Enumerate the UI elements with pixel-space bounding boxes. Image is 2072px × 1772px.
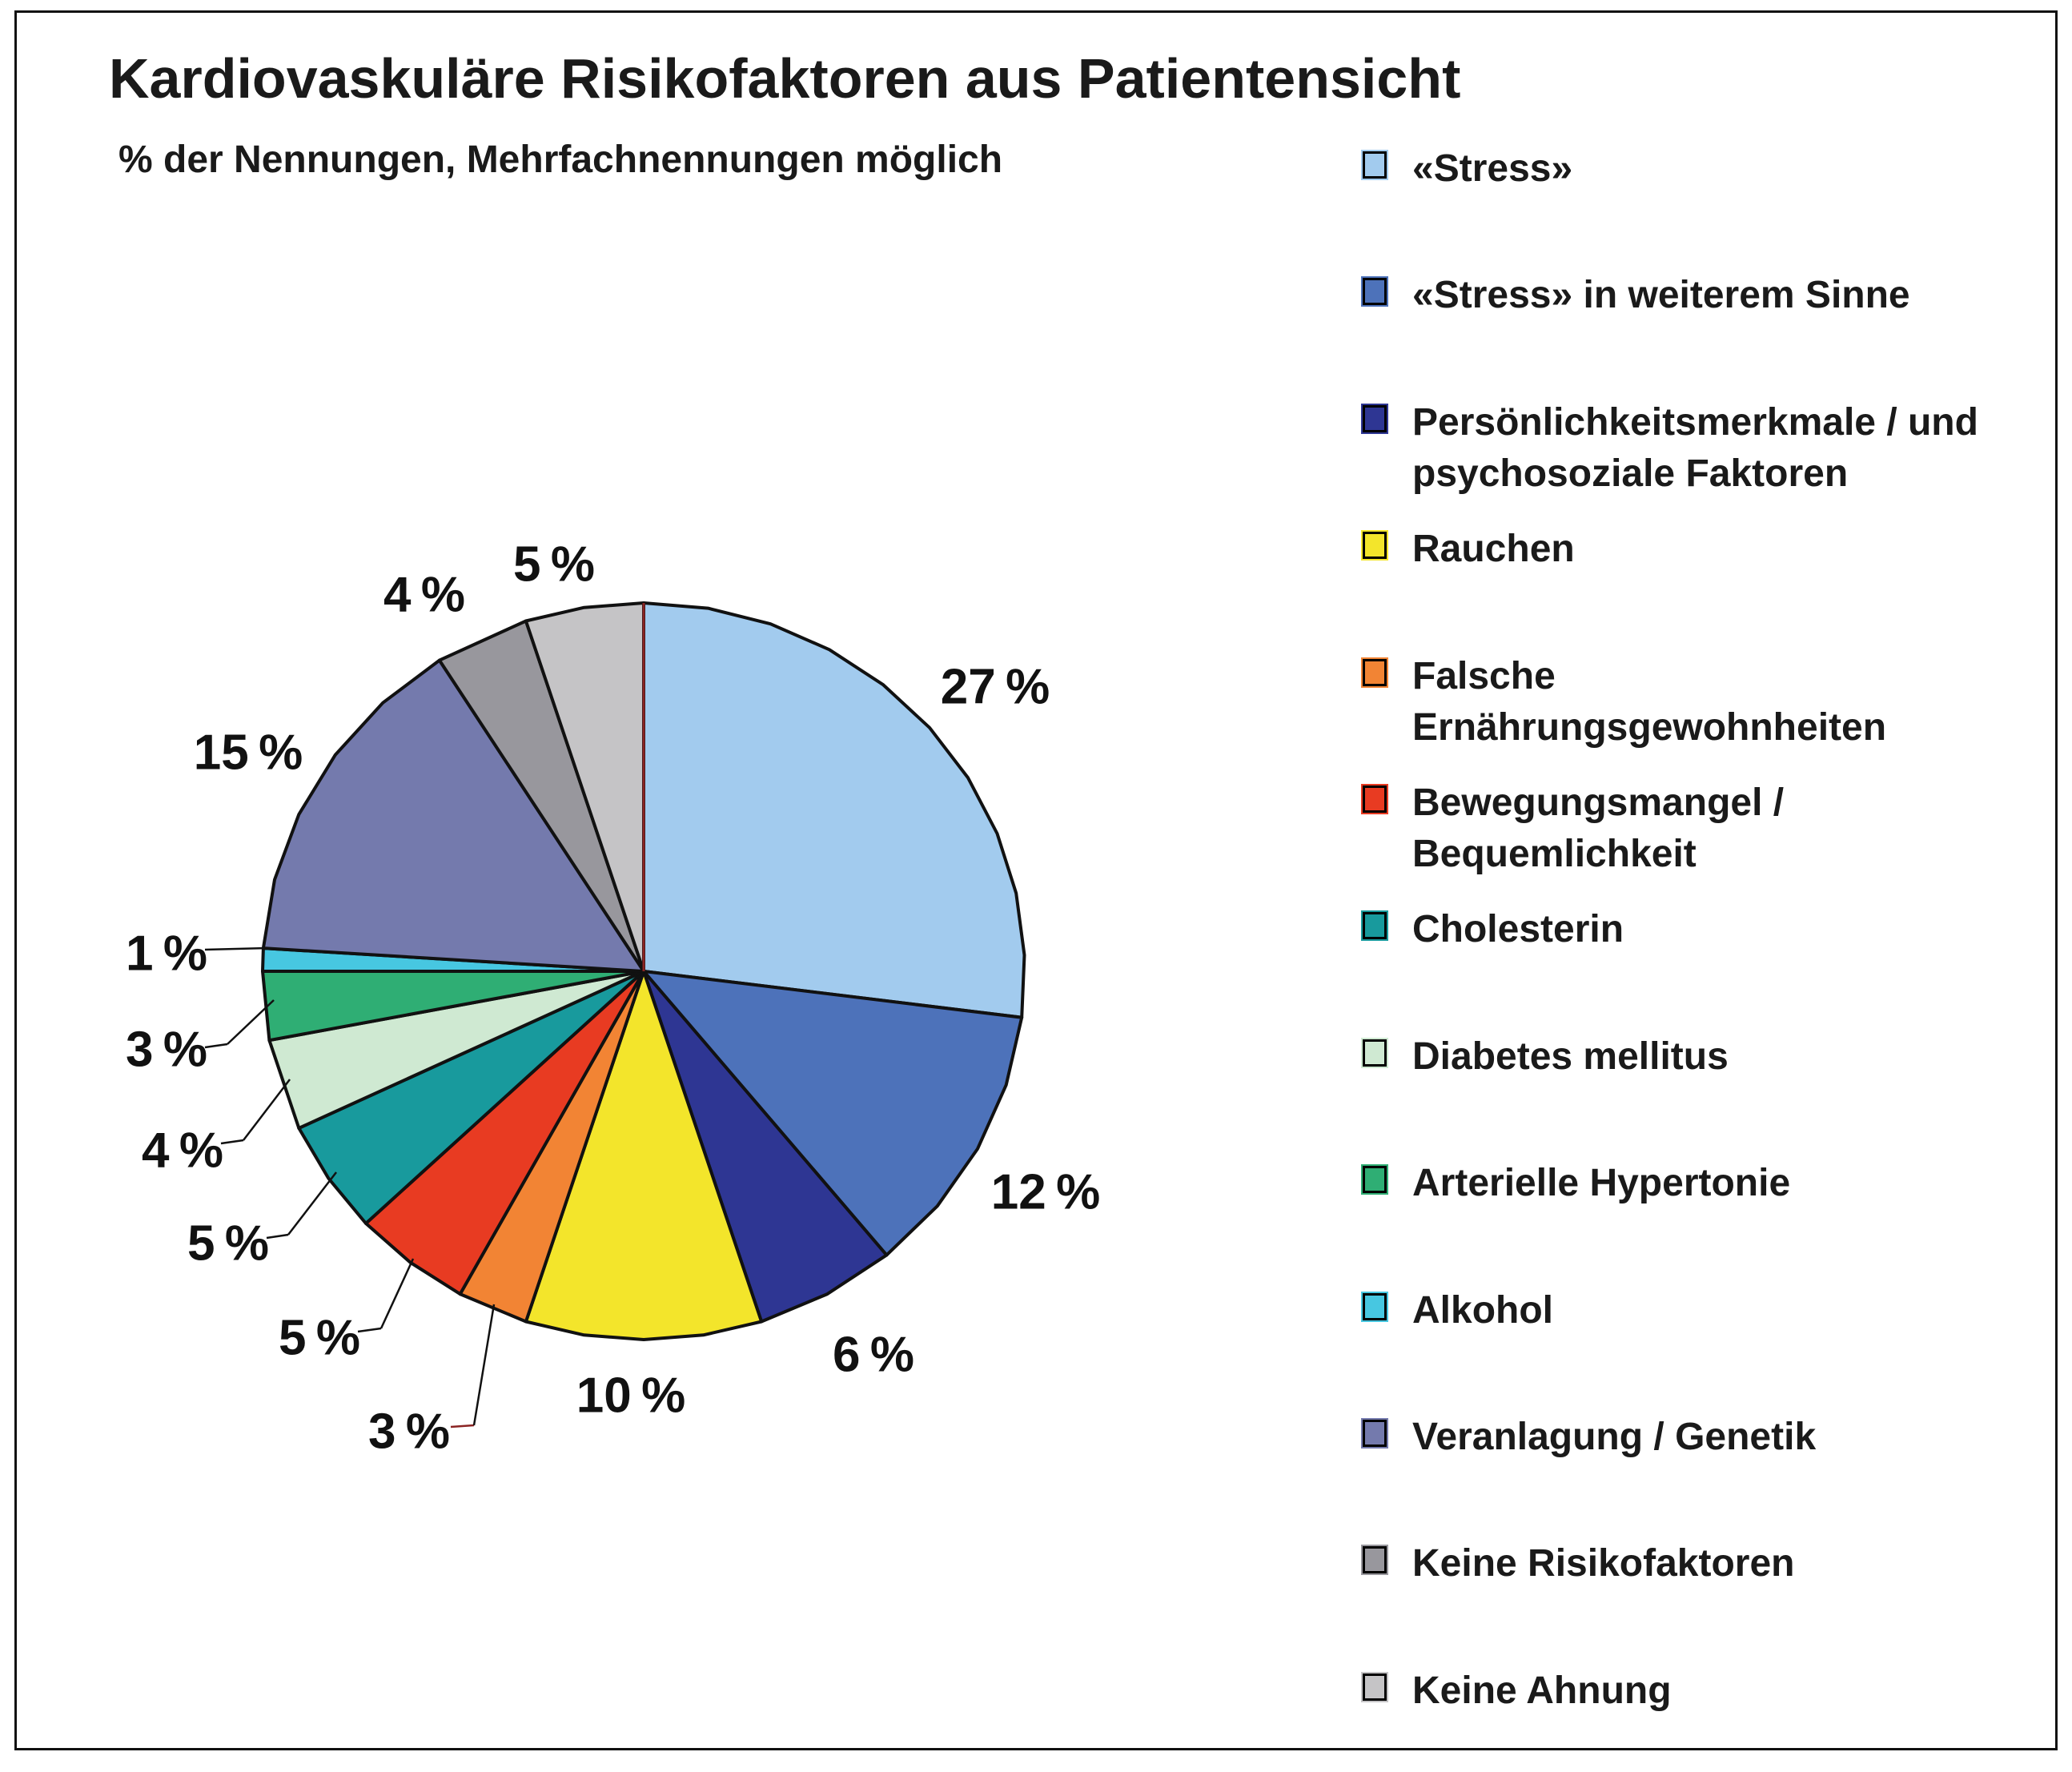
- pie-label-bewegungsmangel: 5 %: [278, 1310, 361, 1366]
- chart-title: Kardiovaskuläre Risikofaktoren aus Patie…: [109, 47, 1461, 110]
- pie-label-keine-risikofaktoren: 4 %: [383, 567, 466, 623]
- pie-label-cholesterin: 5 %: [187, 1215, 270, 1272]
- pie-label-leader-bewegungsmangel: [379, 1258, 415, 1329]
- pie-slice-stress: [642, 601, 1026, 1019]
- pie-slice-veranlagung-genetik: [261, 658, 645, 973]
- pie-label-keine-ahnung: 5 %: [512, 536, 596, 593]
- pie-label-leader-arterielle-hypertonie: [227, 999, 275, 1045]
- pie-label-diabetes-mellitus: 4 %: [141, 1123, 224, 1179]
- pie-label-arterielle-hypertonie: 3 %: [125, 1022, 208, 1078]
- pie-label-leader-bewegungsmangel: [357, 1327, 382, 1333]
- pie-label-leader-falsche-ernaehrung: [472, 1304, 496, 1426]
- pie-label-leader-diabetes-mellitus: [243, 1079, 291, 1141]
- pie-label-alkohol: 1 %: [125, 926, 208, 982]
- pie-label-leader-diabetes-mellitus: [220, 1139, 244, 1145]
- chart-subtitle: % der Nennungen, Mehrfachnennungen mögli…: [118, 139, 1003, 181]
- pie-label-leader-alkohol: [204, 946, 268, 951]
- pie-label-stress-weiterer-sinn: 12 %: [990, 1164, 1101, 1220]
- pie-label-leader-falsche-ernaehrung: [450, 1424, 475, 1428]
- pie-label-persoenlichkeitsmerkmale: 6 %: [832, 1327, 915, 1383]
- pie-label-leader-cholesterin: [287, 1171, 337, 1236]
- pie-label-leader-arterielle-hypertonie: [204, 1043, 228, 1049]
- pie-label-rauchen: 10 %: [576, 1368, 686, 1424]
- pie-label-falsche-ernaehrung: 3 %: [367, 1404, 451, 1460]
- pie-label-veranlagung-genetik: 15 %: [193, 725, 303, 781]
- pie-label-leader-cholesterin: [266, 1233, 289, 1240]
- pie-label-stress: 27 %: [940, 659, 1050, 715]
